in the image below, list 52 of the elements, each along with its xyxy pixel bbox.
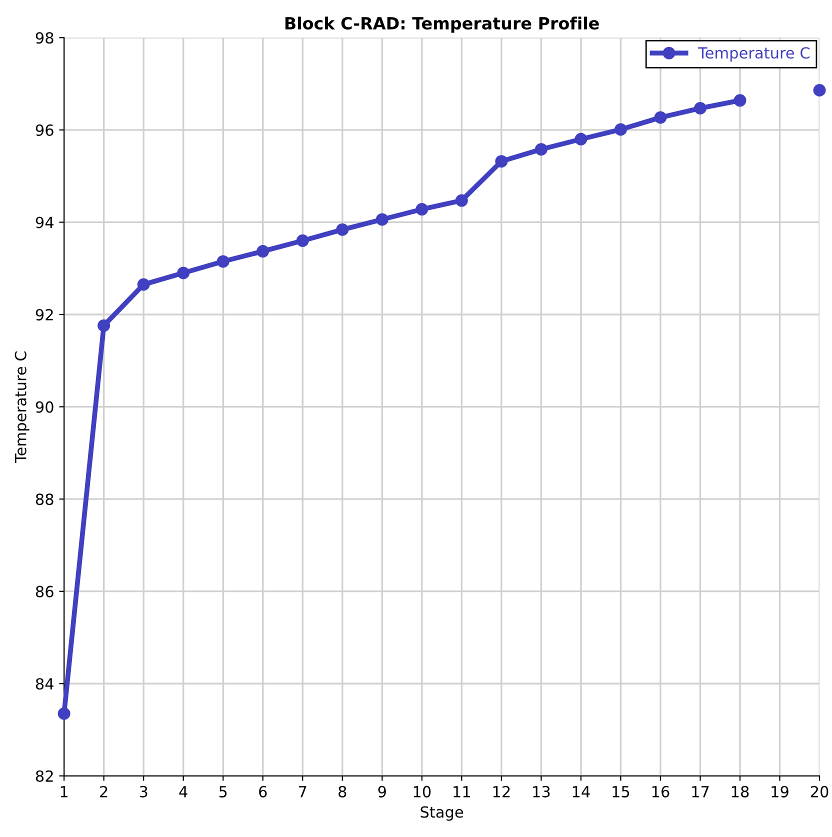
point	[216, 255, 230, 268]
x-tick-label: 7	[299, 786, 306, 798]
y-tick-label: 92	[36, 308, 53, 321]
point	[256, 245, 270, 258]
y-axis-title: Temperature C	[14, 351, 30, 463]
x-tick-label: 2	[100, 786, 108, 798]
x-axis-title: Stage	[420, 806, 464, 821]
x-tick-label: 8	[338, 786, 346, 798]
point	[336, 223, 349, 236]
point	[574, 132, 588, 146]
y-tick-label: 84	[36, 678, 54, 690]
chart-title: Block C-RAD: Temperature Profile	[285, 16, 599, 33]
point	[654, 111, 667, 124]
y-tick-label: 88	[36, 494, 54, 506]
point	[455, 194, 468, 207]
x-tick-label: 13	[533, 786, 550, 798]
x-tick-label: 10	[414, 786, 431, 798]
point	[416, 203, 428, 216]
x-tick-label: 3	[140, 786, 148, 798]
x-tick-label: 15	[612, 786, 630, 798]
point	[614, 123, 627, 136]
point	[734, 94, 746, 107]
point	[98, 319, 110, 332]
y-tick-label: 94	[36, 216, 54, 228]
x-tick-label: 19	[772, 786, 788, 798]
point	[296, 234, 309, 247]
x-tick-label: 9	[378, 786, 386, 798]
y-tick-label: 82	[36, 770, 53, 782]
x-tick-label: 20	[810, 786, 828, 798]
point	[495, 155, 508, 168]
x-tick-label: 4	[179, 786, 188, 798]
x-tick-label: 1	[60, 786, 68, 798]
y-tick-label: 98	[36, 32, 54, 44]
y-tick-label: 90	[36, 401, 54, 413]
x-tick-label: 11	[454, 786, 470, 798]
point	[137, 278, 150, 291]
y-tick-label: 86	[36, 586, 54, 598]
point	[177, 266, 190, 280]
point	[376, 213, 388, 226]
x-tick-label: 18	[732, 786, 749, 798]
x-tick-label: 16	[652, 786, 670, 798]
legend-label: Temperature C	[698, 47, 810, 62]
x-tick-label: 12	[493, 786, 510, 798]
point	[58, 707, 70, 720]
x-tick-label: 6	[259, 786, 267, 798]
y-tick-label: 96	[36, 124, 54, 136]
x-tick-label: 14	[572, 786, 590, 798]
point	[534, 143, 548, 156]
x-tick-label: 17	[692, 786, 709, 798]
point	[694, 102, 706, 115]
point	[813, 84, 826, 97]
x-tick-label: 5	[219, 786, 227, 798]
